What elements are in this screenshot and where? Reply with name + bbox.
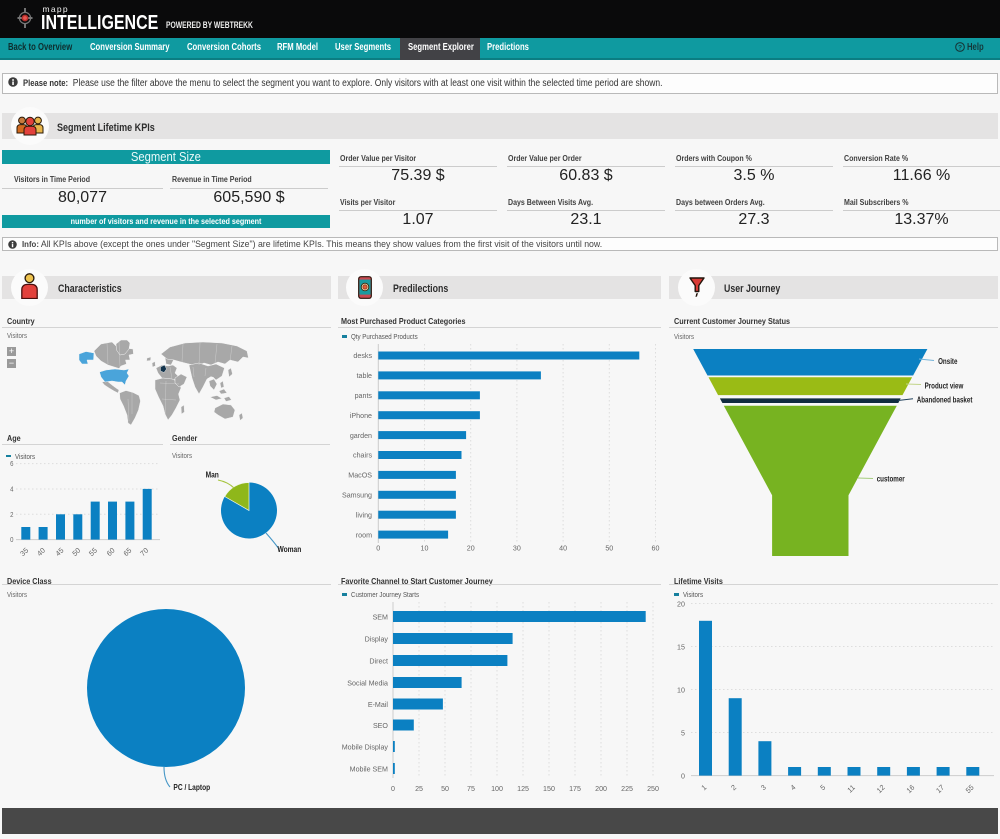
svg-text:desks: desks xyxy=(353,351,372,360)
svg-text:customer: customer xyxy=(877,475,905,484)
svg-text:17: 17 xyxy=(934,783,946,795)
svg-text:MacOS: MacOS xyxy=(348,470,372,479)
svg-text:0: 0 xyxy=(376,543,380,552)
svg-text:?: ? xyxy=(958,44,962,51)
svg-text:35: 35 xyxy=(18,546,30,558)
svg-text:60: 60 xyxy=(105,546,117,558)
svg-text:12: 12 xyxy=(875,783,887,795)
svg-text:4: 4 xyxy=(789,783,798,793)
svg-text:Man: Man xyxy=(206,470,220,480)
svg-text:garden: garden xyxy=(350,431,372,440)
svg-text:SEO: SEO xyxy=(373,721,388,730)
svg-text:pants: pants xyxy=(355,391,373,400)
svg-text:55: 55 xyxy=(964,783,976,795)
svg-text:Woman: Woman xyxy=(277,544,301,554)
svg-text:250: 250 xyxy=(647,784,659,793)
svg-text:2: 2 xyxy=(729,783,738,793)
svg-text:75: 75 xyxy=(467,784,475,793)
svg-text:60: 60 xyxy=(652,543,660,552)
svg-text:2: 2 xyxy=(10,511,14,519)
svg-text:55: 55 xyxy=(87,546,99,558)
svg-text:11: 11 xyxy=(845,783,856,795)
svg-text:0: 0 xyxy=(10,537,14,545)
svg-text:25: 25 xyxy=(415,784,423,793)
svg-text:0: 0 xyxy=(391,784,395,793)
svg-text:150: 150 xyxy=(543,784,555,793)
svg-text:Samsung: Samsung xyxy=(342,490,372,499)
svg-text:Onsite: Onsite xyxy=(938,357,957,366)
svg-text:Product view: Product view xyxy=(925,382,964,391)
svg-text:40: 40 xyxy=(35,546,47,558)
svg-text:3: 3 xyxy=(759,783,768,793)
svg-text:4: 4 xyxy=(10,486,14,494)
svg-text:65: 65 xyxy=(122,546,134,558)
svg-text:Display: Display xyxy=(365,634,389,643)
svg-text:45: 45 xyxy=(54,546,66,558)
svg-text:225: 225 xyxy=(621,784,633,793)
svg-text:1: 1 xyxy=(699,783,708,793)
svg-text:30: 30 xyxy=(513,543,521,552)
svg-text:Abandoned basket: Abandoned basket xyxy=(917,396,973,405)
svg-text:175: 175 xyxy=(569,784,581,793)
svg-text:iPhone: iPhone xyxy=(350,411,372,420)
svg-text:50: 50 xyxy=(70,546,82,558)
svg-text:50: 50 xyxy=(441,784,449,793)
svg-text:40: 40 xyxy=(559,543,567,552)
svg-text:Direct: Direct xyxy=(369,656,388,665)
svg-text:20: 20 xyxy=(677,599,685,608)
svg-text:0: 0 xyxy=(681,771,685,780)
svg-text:chairs: chairs xyxy=(353,451,372,460)
svg-text:living: living xyxy=(356,510,372,519)
svg-text:Social Media: Social Media xyxy=(347,678,389,687)
svg-text:6: 6 xyxy=(10,461,14,469)
svg-text:Mobile Display: Mobile Display xyxy=(342,742,389,751)
svg-text:SEM: SEM xyxy=(373,612,388,621)
svg-text:200: 200 xyxy=(595,784,607,793)
svg-text:E-Mail: E-Mail xyxy=(368,700,389,709)
svg-text:5: 5 xyxy=(818,783,827,793)
svg-text:70: 70 xyxy=(138,546,150,558)
svg-text:20: 20 xyxy=(467,543,475,552)
svg-text:10: 10 xyxy=(677,685,685,694)
svg-text:50: 50 xyxy=(605,543,613,552)
svg-text:table: table xyxy=(357,371,372,380)
svg-text:room: room xyxy=(356,530,372,539)
svg-text:125: 125 xyxy=(517,784,529,793)
svg-text:16: 16 xyxy=(905,783,917,795)
svg-text:Mobile SEM: Mobile SEM xyxy=(350,764,388,773)
svg-text:15: 15 xyxy=(677,642,685,651)
svg-text:PC / Laptop: PC / Laptop xyxy=(173,782,210,792)
svg-text:5: 5 xyxy=(681,728,685,737)
svg-text:10: 10 xyxy=(420,543,428,552)
svg-text:100: 100 xyxy=(491,784,503,793)
